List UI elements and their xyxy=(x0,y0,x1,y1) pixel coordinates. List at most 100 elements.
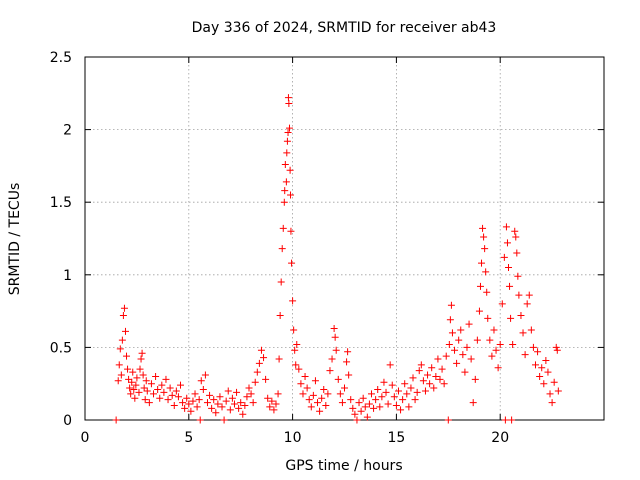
data-point xyxy=(199,386,207,394)
data-point xyxy=(305,396,313,404)
data-point xyxy=(457,326,465,334)
data-point xyxy=(430,384,438,392)
data-point xyxy=(285,99,293,107)
data-point xyxy=(129,368,137,376)
data-point xyxy=(176,381,184,389)
data-point xyxy=(490,326,498,334)
data-point xyxy=(235,404,243,412)
data-point xyxy=(514,272,522,280)
data-point xyxy=(272,400,280,408)
data-point xyxy=(212,409,220,417)
data-point xyxy=(283,137,291,145)
data-point xyxy=(276,311,284,319)
data-point xyxy=(201,371,209,379)
data-point xyxy=(299,390,307,398)
data-point xyxy=(517,311,525,319)
data-point xyxy=(158,381,166,389)
data-point xyxy=(288,259,296,267)
data-point xyxy=(162,375,170,383)
data-point xyxy=(275,355,283,363)
data-point xyxy=(216,393,224,401)
data-point xyxy=(380,378,388,386)
data-point xyxy=(461,368,469,376)
data-point xyxy=(183,394,191,402)
data-point xyxy=(243,393,251,401)
data-point xyxy=(501,416,509,424)
data-point xyxy=(210,396,218,404)
data-point xyxy=(455,336,463,344)
data-point xyxy=(484,314,492,322)
data-point xyxy=(407,384,415,392)
data-point xyxy=(220,416,228,424)
data-point xyxy=(552,343,560,351)
scatter-points xyxy=(112,94,562,424)
data-point xyxy=(121,327,129,335)
data-point xyxy=(245,384,253,392)
data-point xyxy=(214,400,222,408)
data-point xyxy=(208,404,216,412)
data-point xyxy=(160,388,168,396)
data-point xyxy=(135,388,143,396)
data-point xyxy=(500,253,508,261)
data-point xyxy=(538,364,546,372)
data-point xyxy=(388,381,396,389)
data-point xyxy=(345,371,353,379)
data-point xyxy=(542,356,550,364)
data-point xyxy=(328,355,336,363)
data-point xyxy=(115,361,123,369)
data-point xyxy=(137,355,145,363)
data-point xyxy=(166,384,174,392)
data-point xyxy=(446,316,454,324)
data-point xyxy=(444,416,452,424)
data-point xyxy=(141,396,149,404)
data-point xyxy=(257,346,265,354)
data-point xyxy=(442,352,450,360)
data-point xyxy=(409,374,417,382)
data-point xyxy=(482,268,490,276)
data-point xyxy=(527,326,535,334)
data-point xyxy=(376,403,384,411)
data-point xyxy=(119,311,127,319)
data-point xyxy=(392,401,400,409)
data-point xyxy=(523,300,531,308)
data-point xyxy=(480,233,488,241)
data-point xyxy=(413,388,421,396)
data-point xyxy=(295,365,303,373)
data-point xyxy=(203,399,211,407)
data-point xyxy=(384,400,392,408)
data-point xyxy=(264,394,272,402)
data-point xyxy=(233,388,241,396)
data-point xyxy=(478,259,486,267)
data-point xyxy=(469,399,477,407)
data-point xyxy=(164,396,172,404)
data-point xyxy=(357,407,365,415)
data-point xyxy=(544,368,552,376)
data-point xyxy=(330,325,338,333)
data-point xyxy=(189,397,197,405)
data-point xyxy=(554,387,562,395)
data-point xyxy=(174,393,182,401)
data-point xyxy=(124,365,132,373)
data-point xyxy=(193,403,201,411)
data-point xyxy=(502,223,510,231)
data-point xyxy=(494,364,502,372)
data-point xyxy=(525,291,533,299)
data-point xyxy=(301,372,309,380)
data-point xyxy=(399,396,407,404)
data-point xyxy=(349,404,357,412)
data-point xyxy=(486,336,494,344)
data-point xyxy=(359,394,367,402)
data-point xyxy=(550,378,558,386)
data-point xyxy=(291,346,299,354)
data-point xyxy=(397,406,405,414)
x-tick-label: 0 xyxy=(81,430,90,446)
data-point xyxy=(316,407,324,415)
data-point xyxy=(394,387,402,395)
data-point xyxy=(496,340,504,348)
data-point xyxy=(344,348,352,356)
data-point xyxy=(382,388,390,396)
data-point xyxy=(187,407,195,415)
data-point xyxy=(424,371,432,379)
data-point xyxy=(206,391,214,399)
y-axis-label: SRMTID / TECUs xyxy=(7,183,23,296)
